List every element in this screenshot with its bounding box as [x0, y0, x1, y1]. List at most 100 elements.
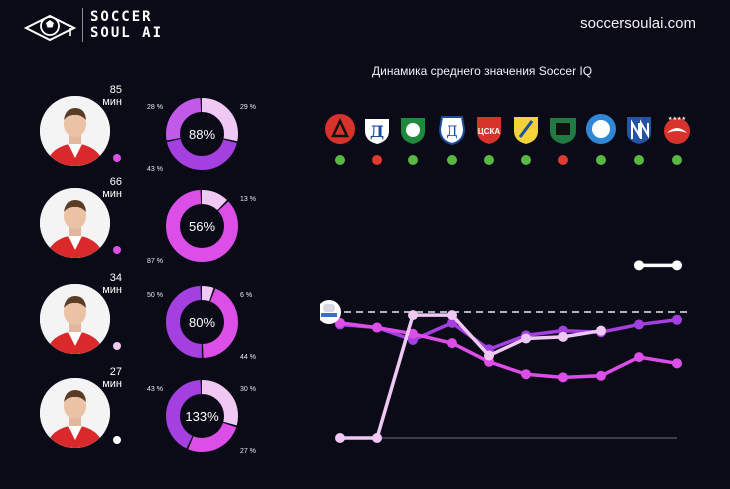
player-minutes: 34 мин — [82, 272, 122, 296]
team-badge-icon — [586, 114, 616, 144]
team-logo[interactable]: ЦСКА — [473, 113, 505, 145]
donut-segment — [166, 380, 238, 452]
data-point — [558, 331, 568, 342]
donut-percent-label: 13 % — [240, 196, 256, 203]
player-avatar-icon — [40, 188, 110, 258]
donut-segment — [166, 286, 238, 358]
team-logo[interactable] — [585, 113, 617, 145]
team-logo[interactable] — [397, 113, 429, 145]
player-avatar-icon — [40, 284, 110, 354]
donut-percent-label: 27 % — [240, 448, 256, 455]
data-point — [521, 333, 531, 344]
donut-segment — [166, 98, 238, 170]
team-logo[interactable]: ★★★★ — [661, 113, 693, 145]
donut-percent-label: 43 % — [147, 166, 163, 173]
donut-percent-label: 44 % — [240, 354, 256, 361]
soccer-iq-donut — [166, 286, 238, 358]
donut-segment — [166, 98, 238, 170]
data-point — [672, 358, 682, 369]
donut-segment — [166, 98, 238, 170]
match-result-dot — [596, 155, 606, 165]
player-minutes: 85 мин — [82, 84, 122, 108]
site-url[interactable]: soccersoulai.com — [580, 15, 696, 32]
data-point — [372, 433, 382, 443]
donut-center-value: 56% — [188, 219, 216, 234]
brand-name: SOCCER SOUL AI — [90, 9, 164, 41]
match-result-dot — [447, 155, 457, 165]
svg-text:Д: Д — [370, 122, 384, 141]
team-logo[interactable] — [510, 113, 542, 145]
match-result-dot — [634, 155, 644, 165]
player-photo[interactable] — [40, 96, 110, 166]
team-logo[interactable] — [324, 113, 356, 145]
donut-segment — [166, 380, 238, 452]
donut-percent-label: 29 % — [240, 104, 256, 111]
data-point — [596, 325, 606, 336]
team-logo[interactable]: Д — [361, 113, 393, 145]
team-badge-icon — [514, 117, 538, 144]
minutes-unit: мин — [102, 188, 122, 200]
minutes-unit: мин — [102, 284, 122, 296]
player-photo[interactable] — [40, 378, 110, 448]
donut-center-value: 80% — [188, 315, 216, 330]
soccer-iq-donut — [166, 98, 238, 170]
series-line — [340, 313, 602, 440]
minutes-value: 27 — [109, 366, 122, 378]
data-point — [335, 433, 345, 443]
donut-percent-label: 87 % — [147, 258, 163, 265]
minutes-value: 34 — [109, 272, 122, 284]
team-logo[interactable] — [623, 113, 655, 145]
data-point — [634, 352, 644, 363]
data-point — [447, 338, 457, 349]
data-point — [408, 328, 418, 339]
data-point — [372, 322, 382, 333]
donut-center-value: 88% — [188, 127, 216, 142]
data-point — [408, 310, 418, 321]
donut-percent-label: 28 % — [147, 104, 163, 111]
team-badge-icon — [401, 118, 425, 144]
team-badge-icon — [325, 114, 355, 144]
data-point — [521, 369, 531, 380]
donut-segment — [166, 286, 238, 358]
player-minutes: 27 мин — [82, 366, 122, 390]
donut-center-value: 133% — [185, 409, 219, 424]
soccer-iq-line-chart — [320, 260, 690, 443]
svg-text:★★★★: ★★★★ — [668, 116, 686, 122]
euro-logo-icon — [320, 300, 341, 324]
data-point — [672, 314, 682, 325]
donut-segment — [166, 286, 238, 358]
donut-segment — [166, 190, 238, 262]
series-line — [339, 321, 678, 380]
data-point — [558, 372, 568, 383]
svg-text:ЦСКА: ЦСКА — [478, 127, 501, 136]
brand-logo — [22, 6, 182, 42]
player-minutes: 66 мин — [82, 176, 122, 200]
donut-percent-label: 6 % — [240, 292, 253, 299]
team-logo[interactable] — [547, 113, 579, 145]
donut-percent-label: 43 % — [147, 386, 163, 393]
soccer-iq-donut — [166, 380, 238, 452]
player-color-dot — [113, 154, 121, 162]
minutes-value: 85 — [109, 84, 122, 96]
match-result-dot — [558, 155, 568, 165]
donut-percent-label: 50 % — [147, 292, 163, 299]
player-color-dot — [113, 246, 121, 254]
player-photo[interactable] — [40, 284, 110, 354]
data-point — [447, 310, 457, 321]
player-color-dot — [113, 436, 121, 444]
data-point — [634, 319, 644, 330]
team-badge-icon: ★★★★ — [664, 116, 690, 144]
player-photo[interactable] — [40, 188, 110, 258]
data-point — [634, 260, 644, 271]
match-result-dot — [335, 155, 345, 165]
data-point — [672, 260, 682, 271]
team-badge-icon — [550, 118, 576, 144]
data-point — [596, 370, 606, 381]
player-color-dot — [113, 342, 121, 350]
data-point — [484, 350, 494, 361]
donut-segment — [166, 190, 238, 262]
donut-segment — [166, 380, 238, 452]
donut-percent-label: 30 % — [240, 386, 256, 393]
team-badge-icon — [627, 117, 651, 144]
team-logo[interactable]: Д — [436, 113, 468, 146]
